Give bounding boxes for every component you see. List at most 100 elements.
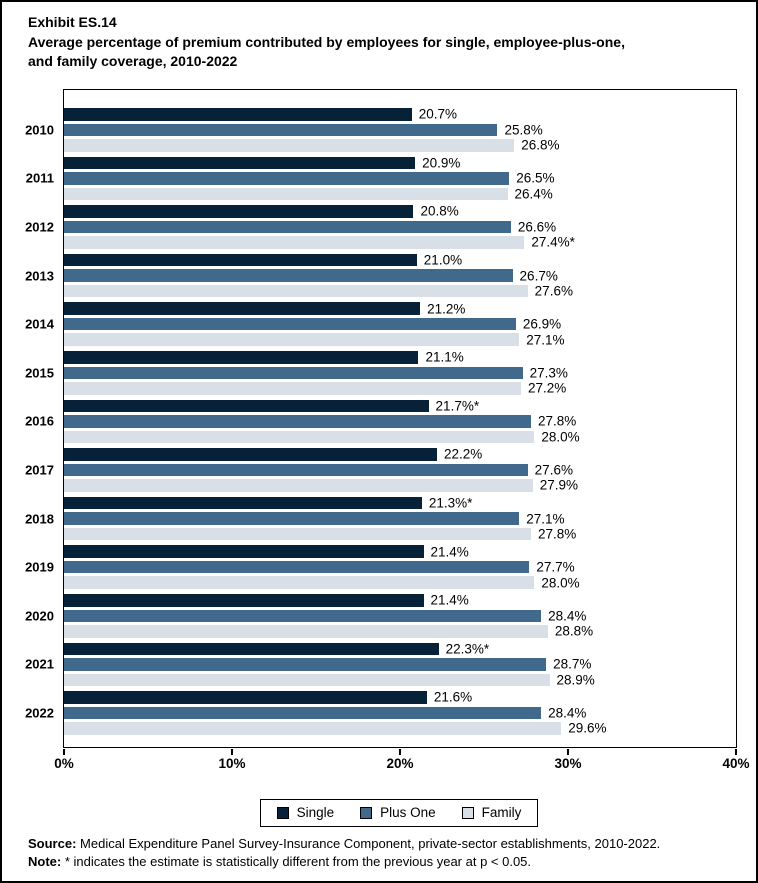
bar-plus-one [64,317,516,331]
source-label: Source: [28,836,77,851]
year-label: 2017 [25,462,54,478]
bar-single [64,594,424,607]
legend-swatch-plus-one [360,806,373,819]
bar-value-label: 20.9% [422,155,461,171]
bar-value-label: 27.1% [526,331,565,347]
bar-family [64,673,550,687]
bar-family [64,479,533,492]
bar-single [64,253,417,267]
bar-family [64,625,548,638]
bar-family [64,333,520,346]
year-label: 2014 [25,316,54,332]
legend-label-family: Family [481,805,522,820]
bar-value-label: 21.4% [430,592,469,608]
bar-single [64,545,424,558]
bar-value-label: 20.8% [420,203,459,219]
legend: Single Plus One Family [259,799,539,827]
x-axis-tick-label: 20% [386,756,414,771]
bar-single [64,108,412,121]
bar-value-label: 21.1% [425,349,464,365]
bar-value-label: 28.9% [556,672,595,688]
bar-family [64,139,515,152]
bar-value-label: 25.8% [504,122,543,137]
chart-title: Average percentage of premium contribute… [28,33,625,70]
bar-value-label: 27.8% [538,526,577,542]
bar-value-label: 26.8% [521,137,560,153]
bar-value-label: 28.4% [548,608,587,623]
bar-value-label: 21.6% [433,689,473,705]
x-axis-tick [567,748,569,755]
note-line: Note: * indicates the estimate is statis… [28,853,738,871]
x-axis-tick-label: 40% [722,756,750,771]
note-label: Note: [28,853,62,869]
bar-plus-one [64,269,513,282]
bar-value-label: 27.7% [536,559,575,575]
x-axis-tick [63,748,65,755]
bar-value-label: 27.1% [526,510,565,526]
bar-plus-one [64,609,542,622]
bar-value-label: 26.9% [522,316,562,332]
bar-single [64,496,422,510]
bar-value-label: 21.0% [423,252,463,268]
bar-single [64,642,439,656]
bar-value-label: 28.8% [554,623,594,639]
bar-value-label: 28.7% [553,656,592,672]
bar-value-label: 27.8% [538,413,577,429]
bar-value-label: 22.3%* [445,641,490,657]
bar-single [64,691,427,704]
bar-value-label: 28.4% [548,705,587,721]
x-axis-tick-label: 10% [218,756,246,771]
year-label: 2018 [25,511,54,527]
bar-family [64,576,535,589]
bar-family [64,527,532,541]
bar-value-label: 26.5% [516,170,555,186]
footer: Source: Medical Expenditure Panel Survey… [28,835,738,870]
legend-row: Single Plus One Family [63,799,735,827]
year-label: 2020 [25,608,54,624]
bar-family [64,187,508,201]
bar-family [64,722,562,735]
legend-swatch-single [276,806,289,819]
legend-item-plus-one: Plus One [360,806,436,820]
bar-value-label: 26.6% [517,219,557,235]
bar-single [64,448,437,461]
bar-single [64,399,429,413]
bar-family [64,382,521,395]
bar-value-label: 20.7% [418,106,458,122]
source-line: Source: Medical Expenditure Panel Survey… [28,835,738,853]
bar-value-label: 26.7% [519,267,558,283]
exhibit-label: Exhibit ES.14 [28,14,117,30]
bar-plus-one [64,658,547,671]
bar-single [64,205,414,218]
note-text: * indicates the estimate is statisticall… [64,853,532,869]
year-label: 2021 [25,656,54,672]
year-label: 2022 [25,705,54,721]
bar-value-label: 27.9% [539,477,578,493]
bar-single [64,302,421,315]
bar-single [64,351,419,364]
legend-swatch-family [461,806,474,819]
bar-value-label: 21.4% [430,543,469,559]
year-label: 2013 [25,268,54,284]
bar-value-label: 27.4%* [531,234,575,250]
bar-value-label: 22.2% [443,446,483,462]
bar-family [64,430,535,444]
x-axis-tick-label: 0% [54,756,74,771]
bar-plus-one [64,172,510,185]
bar-family [64,236,525,249]
bar-value-label: 21.3%* [428,495,473,511]
year-label: 2011 [25,170,54,186]
year-label: 2019 [25,559,54,575]
legend-label-single: Single [296,805,335,820]
bar-value-label: 27.6% [534,462,573,478]
bar-value-label: 28.0% [541,574,580,590]
bar-value-label: 27.6% [534,283,573,299]
bar-value-label: 29.6% [568,720,607,736]
bar-value-label: 27.2% [527,380,567,396]
bar-value-label: 26.4% [514,186,553,202]
year-label: 2015 [25,365,54,381]
bar-value-label: 27.3% [529,365,568,380]
x-axis-tick [231,748,233,755]
year-label: 2016 [25,413,54,429]
bar-plus-one [64,366,523,379]
